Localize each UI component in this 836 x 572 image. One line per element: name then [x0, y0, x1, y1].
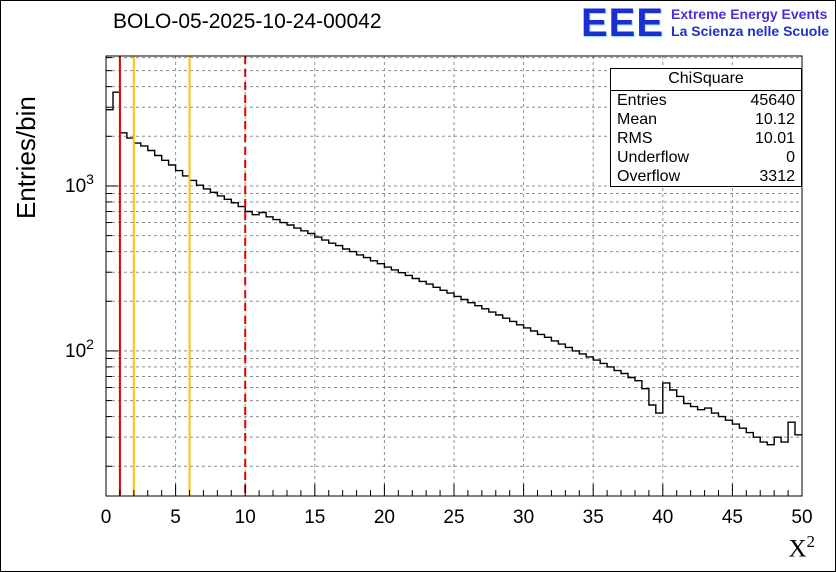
- x-axis-title-exponent: 2: [806, 532, 816, 551]
- stats-title: ChiSquare: [611, 69, 801, 91]
- x-axis-title: X2: [788, 532, 815, 563]
- y-tick-label: 103: [65, 171, 94, 197]
- stats-label: Overflow: [617, 168, 681, 185]
- x-tick-label: 5: [170, 507, 181, 528]
- stats-label: RMS: [617, 130, 653, 147]
- stats-row-rms: RMS 10.01: [611, 129, 801, 148]
- x-axis-title-base: X: [788, 535, 807, 563]
- stats-label: Underflow: [617, 149, 690, 166]
- x-tick-label: 25: [443, 507, 464, 528]
- stats-value: 45640: [750, 92, 796, 109]
- eee-logo-text: Extreme Energy Events La Scienza nelle S…: [671, 6, 829, 40]
- histogram-line: [106, 91, 802, 446]
- stats-box: ChiSquare Entries 45640 Mean 10.12 RMS 1…: [610, 68, 802, 187]
- plot-title: BOLO-05-2025-10-24-00042: [113, 10, 382, 33]
- x-tick-label: 50: [791, 507, 812, 528]
- x-tick-label: 35: [583, 507, 604, 528]
- stats-value: 3312: [759, 168, 795, 185]
- stats-value: 10.12: [754, 111, 795, 128]
- x-tick-label: 0: [101, 507, 112, 528]
- eee-logo-acronym: EEE: [581, 1, 665, 45]
- axis-ticks: [105, 57, 803, 496]
- stats-row-overflow: Overflow 3312: [611, 167, 801, 186]
- stats-value: 10.01: [754, 130, 795, 147]
- stats-row-entries: Entries 45640: [611, 91, 801, 110]
- y-tick-label: 102: [65, 336, 94, 362]
- x-tick-label: 40: [652, 507, 673, 528]
- stats-row-mean: Mean 10.12: [611, 110, 801, 129]
- stats-label: Entries: [617, 92, 667, 109]
- x-tick-label: 15: [304, 507, 325, 528]
- stats-row-underflow: Underflow 0: [611, 148, 801, 167]
- stats-label: Mean: [617, 111, 658, 128]
- eee-logo-line1: Extreme Energy Events: [671, 6, 828, 22]
- x-tick-label: 45: [722, 507, 743, 528]
- x-tick-label: 20: [374, 507, 395, 528]
- x-tick-label: 30: [513, 507, 534, 528]
- y-axis-title: Entries/bin: [11, 96, 41, 219]
- eee-logo-line2: La Scienza nelle Scuole: [671, 23, 829, 39]
- stats-value: 0: [786, 149, 795, 166]
- x-tick-label: 10: [235, 507, 256, 528]
- grid-lines: [106, 56, 802, 496]
- eee-logo: EEE Extreme Energy Events La Scienza nel…: [581, 3, 829, 43]
